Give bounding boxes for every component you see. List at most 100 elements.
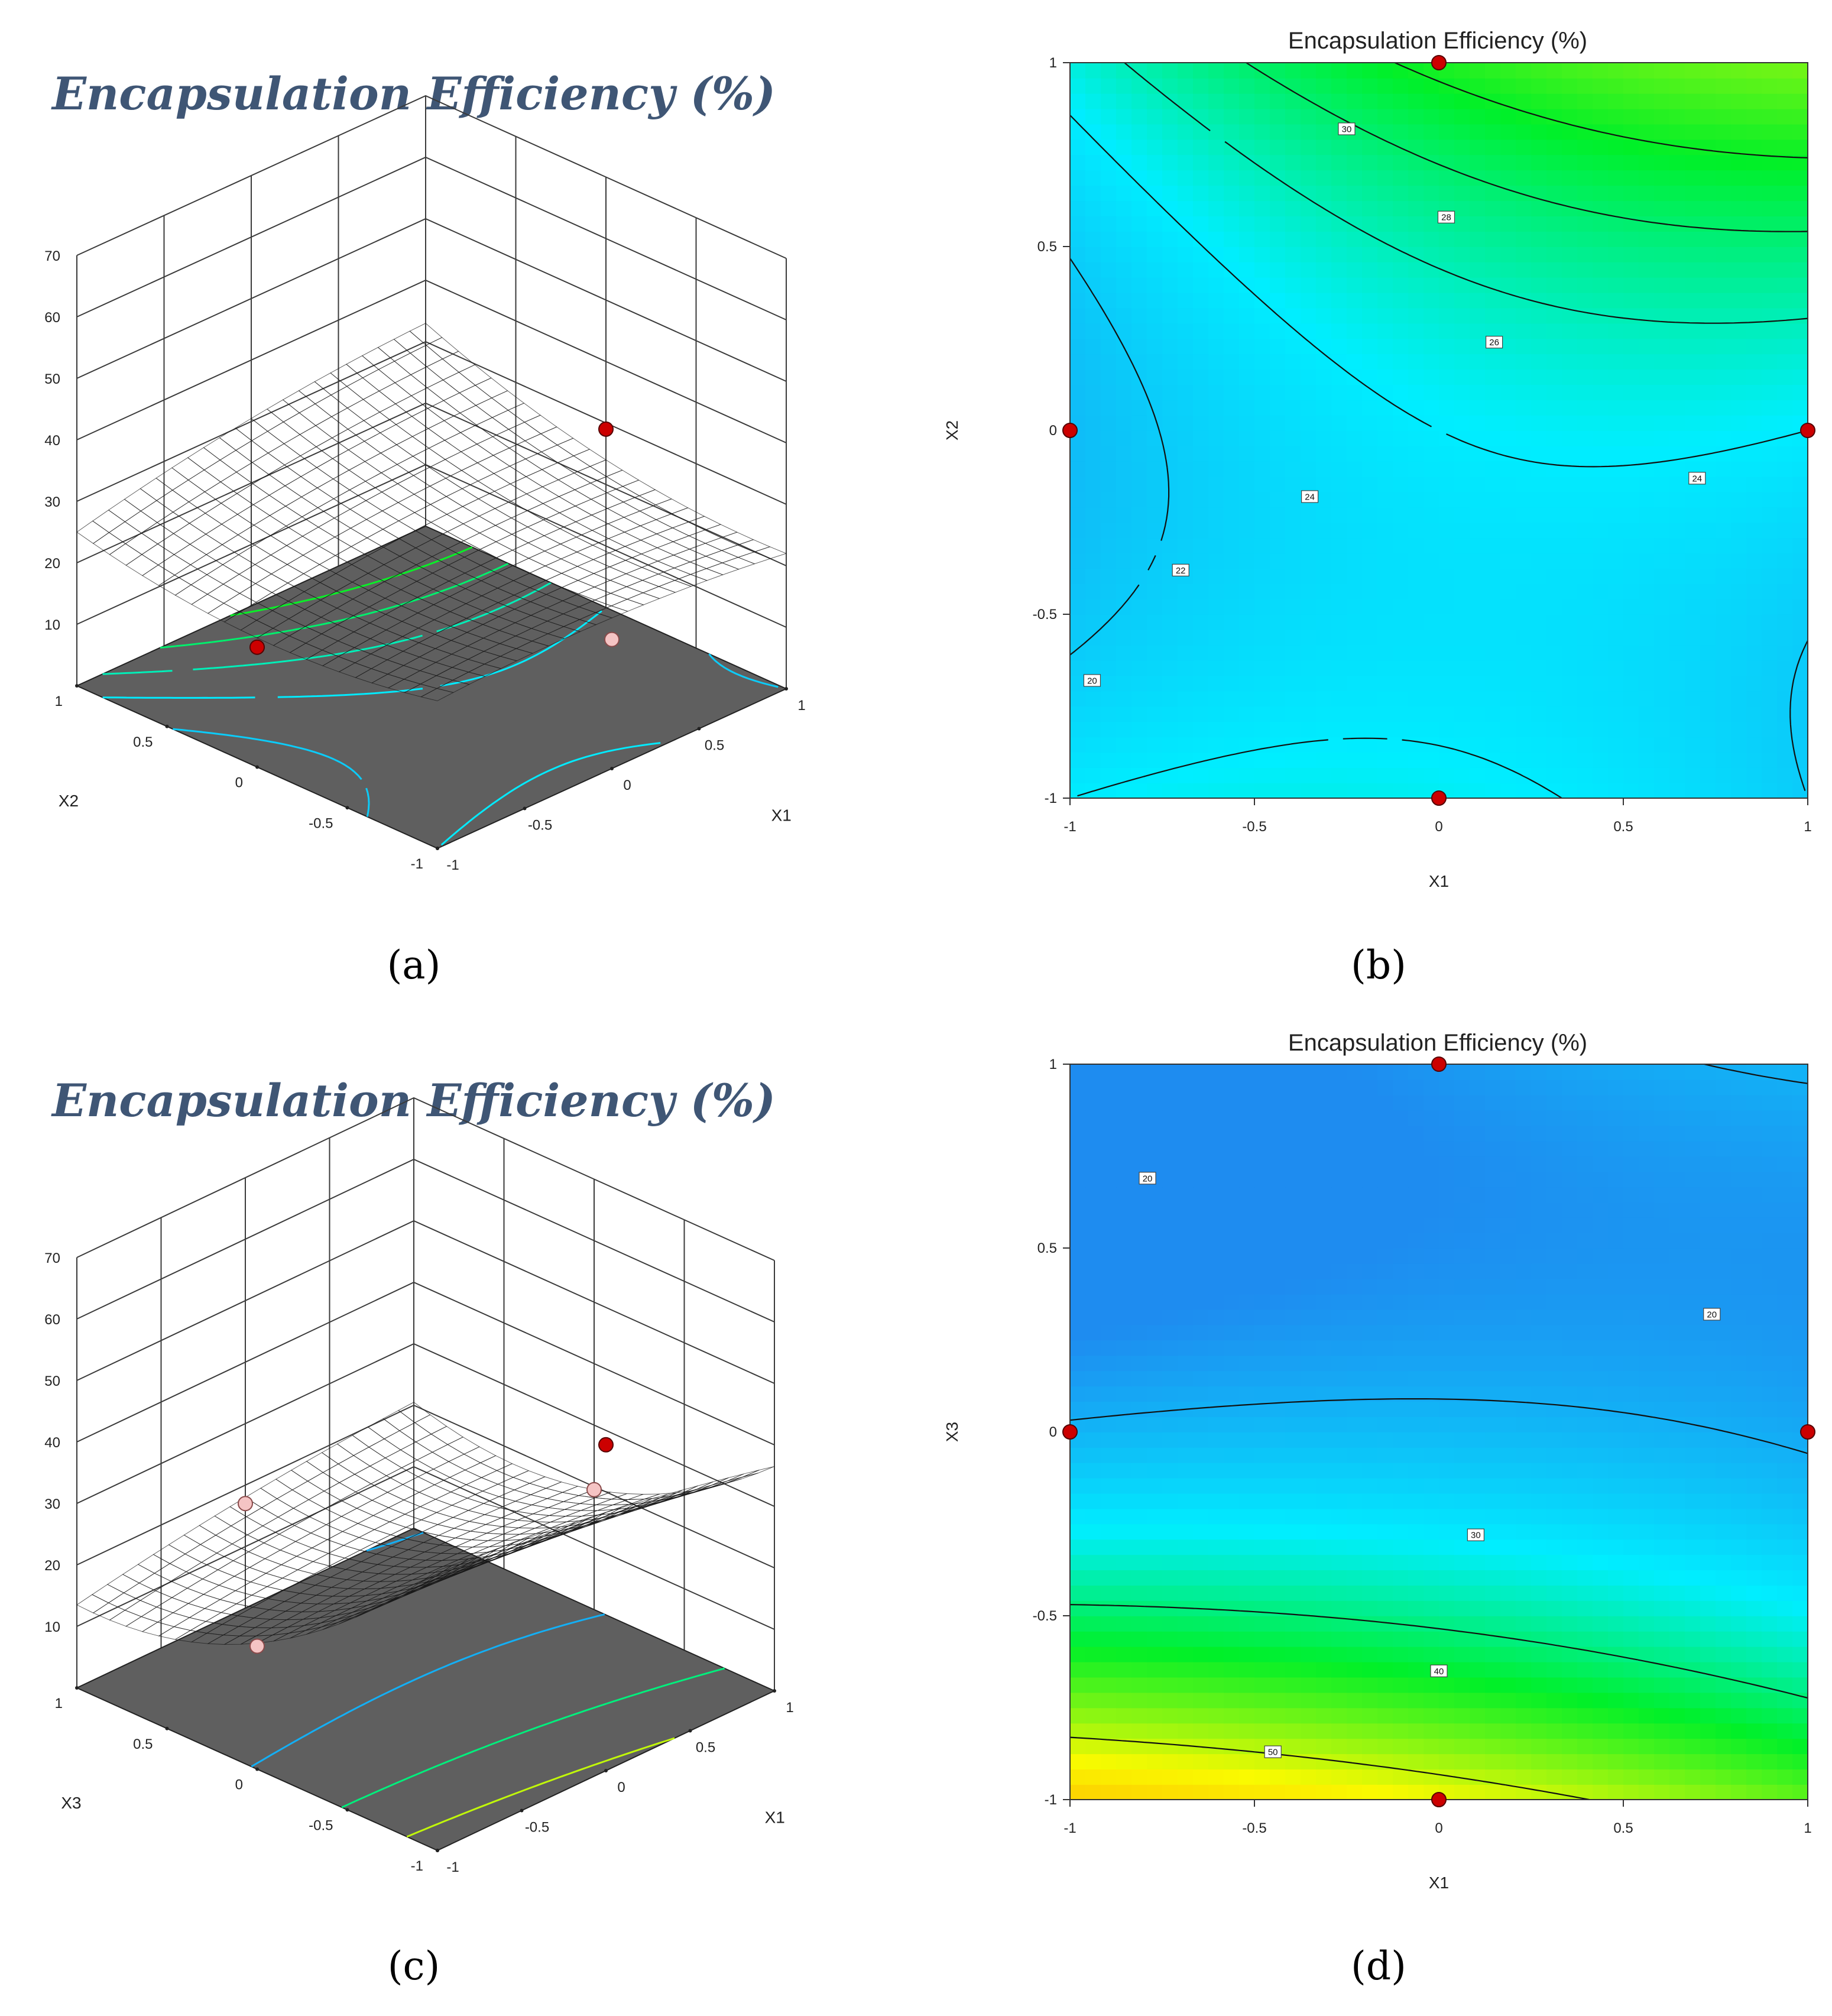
- heatmap-cell: [1562, 767, 1578, 783]
- heatmap-cell: [1470, 507, 1486, 523]
- heatmap-cell: [1762, 783, 1778, 799]
- heatmap-cell: [1716, 108, 1732, 125]
- heatmap-cell: [1101, 1324, 1117, 1341]
- heatmap-cell: [1193, 1355, 1209, 1372]
- heatmap-cell: [1777, 599, 1793, 615]
- heatmap-cell: [1162, 507, 1178, 523]
- heatmap-cell: [1285, 307, 1301, 324]
- heatmap-cell: [1500, 1585, 1516, 1601]
- heatmap-cell: [1716, 93, 1732, 109]
- heatmap-cell: [1162, 706, 1178, 722]
- heatmap-cell: [1316, 737, 1332, 753]
- heatmap-cell: [1116, 1769, 1132, 1785]
- heatmap-cell: [1731, 63, 1747, 79]
- heatmap-cell: [1239, 200, 1255, 216]
- heatmap-cell: [1178, 1355, 1194, 1372]
- heatmap-cell: [1085, 154, 1101, 171]
- heatmap-cell: [1762, 354, 1778, 370]
- heatmap-cell: [1700, 752, 1716, 768]
- heatmap-cell: [1408, 216, 1424, 232]
- heatmap-cell: [1792, 461, 1808, 477]
- heatmap-cell: [1347, 691, 1363, 707]
- heatmap-cell: [1669, 553, 1685, 569]
- heatmap-cell: [1562, 537, 1578, 554]
- heatmap-cell: [1208, 1554, 1224, 1571]
- heatmap-cell: [1424, 721, 1439, 738]
- heatmap-cell: [1700, 553, 1716, 569]
- heatmap-cell: [1623, 614, 1639, 630]
- heatmap-cell: [1424, 261, 1439, 278]
- heatmap-cell: [1700, 277, 1716, 293]
- heatmap-cell: [1270, 1447, 1286, 1463]
- z-tick-label: 30: [44, 1496, 60, 1512]
- contour-label: 30: [1342, 124, 1352, 134]
- heatmap-cell: [1085, 1539, 1101, 1555]
- heatmap-cell: [1531, 384, 1547, 400]
- heatmap-cell: [1224, 1462, 1240, 1479]
- heatmap-cell: [1716, 247, 1732, 262]
- heatmap-cell: [1131, 783, 1147, 799]
- heatmap-cell: [1224, 507, 1240, 523]
- floor-contour-40: [406, 1737, 675, 1838]
- heatmap-cell: [1254, 675, 1270, 692]
- heatmap-cell: [1270, 1554, 1286, 1571]
- heatmap-cell: [1639, 200, 1655, 216]
- heatmap-cell: [1162, 1370, 1178, 1387]
- heatmap-cell: [1254, 139, 1270, 155]
- heatmap-cell: [1762, 170, 1778, 186]
- heatmap-cell: [1393, 277, 1409, 293]
- heatmap-cell: [1193, 644, 1209, 661]
- heatmap-cell: [1377, 491, 1393, 508]
- heatmap-cell: [1131, 767, 1147, 783]
- heatmap-cell: [1639, 77, 1655, 94]
- heatmap-cell: [1562, 430, 1578, 446]
- heatmap-cell: [1562, 1585, 1578, 1601]
- z-tick-label: 70: [44, 248, 60, 264]
- heatmap-cell: [1762, 1631, 1778, 1647]
- heatmap-cell: [1562, 1417, 1578, 1432]
- heatmap-cell: [1331, 1386, 1347, 1402]
- heatmap-cell: [1101, 1631, 1117, 1647]
- heatmap-cell: [1085, 1508, 1101, 1525]
- heatmap-cell: [1562, 491, 1578, 508]
- heatmap-cell: [1070, 1677, 1086, 1693]
- heatmap-cell: [1762, 384, 1778, 400]
- heatmap-cell: [1424, 338, 1439, 355]
- heatmap-cell: [1178, 1616, 1194, 1632]
- heatmap-cell: [1116, 415, 1132, 431]
- heatmap-cell: [1393, 599, 1409, 615]
- heatmap-cell: [1285, 1707, 1301, 1724]
- heatmap-cell: [1239, 1294, 1255, 1310]
- heatmap-cell: [1731, 1355, 1747, 1372]
- heatmap-cell: [1116, 1447, 1132, 1463]
- heatmap-cell: [1362, 1462, 1378, 1479]
- heatmap-cell: [1669, 737, 1685, 753]
- z-tick-label: 30: [44, 494, 60, 510]
- heatmap-cell: [1101, 737, 1117, 753]
- heatmap-cell: [1546, 1723, 1562, 1739]
- heatmap-cell: [1762, 721, 1778, 738]
- heatmap-cell: [1101, 292, 1117, 309]
- heatmap-cell: [1408, 124, 1424, 140]
- heatmap-cell: [1762, 1769, 1778, 1785]
- heatmap-cell: [1178, 1723, 1194, 1739]
- heatmap-cell: [1393, 1324, 1409, 1341]
- heatmap-cell: [1131, 338, 1147, 355]
- heatmap-cell: [1101, 644, 1117, 661]
- heatmap-cell: [1593, 1631, 1609, 1647]
- heatmap-cell: [1377, 277, 1393, 293]
- heatmap-cell: [1285, 1447, 1301, 1463]
- heatmap-cell: [1777, 584, 1793, 599]
- heatmap-cell: [1393, 1677, 1409, 1693]
- heatmap-cell: [1777, 1570, 1793, 1586]
- heatmap-cell: [1347, 491, 1363, 508]
- heatmap-cell: [1362, 1677, 1378, 1693]
- heatmap-cell: [1531, 1631, 1547, 1647]
- heatmap-cell: [1224, 644, 1240, 661]
- heatmap-cell: [1716, 644, 1732, 661]
- heatmap-cell: [1377, 1493, 1393, 1509]
- heatmap-cell: [1362, 338, 1378, 355]
- heatmap-cell: [1562, 1554, 1578, 1571]
- heatmap-cell: [1593, 675, 1609, 692]
- design-point: [1431, 790, 1447, 806]
